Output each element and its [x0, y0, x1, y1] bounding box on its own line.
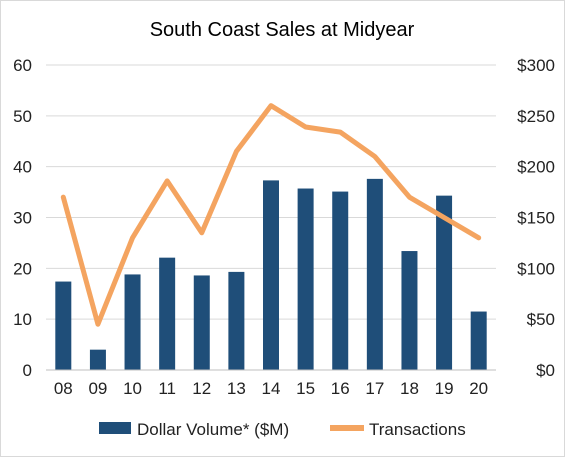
bar-10: [124, 274, 141, 370]
bar-12: [193, 275, 210, 370]
legend-swatch-dollar-volume: [99, 422, 131, 434]
bar-16: [332, 191, 349, 370]
x-tick-label: 18: [400, 379, 419, 398]
bar-18: [401, 251, 418, 370]
bar-20: [470, 311, 487, 370]
right-tick-label: $100: [517, 259, 555, 278]
bar-19: [436, 195, 453, 370]
right-axis: $0 $50 $100 $150 $200 $250 $300: [517, 56, 555, 380]
bar-17: [366, 178, 383, 370]
bar-09: [89, 349, 106, 370]
x-tick-label: 14: [262, 379, 281, 398]
bar-11: [159, 257, 176, 370]
left-tick-label: 20: [13, 259, 32, 278]
left-tick-label: 30: [13, 209, 32, 228]
right-tick-label: $250: [517, 107, 555, 126]
right-tick-label: $0: [536, 361, 555, 380]
x-tick-label: 20: [469, 379, 488, 398]
right-tick-label: $150: [517, 209, 555, 228]
bar-14: [263, 180, 279, 370]
chart-title: South Coast Sales at Midyear: [150, 19, 415, 41]
right-tick-label: $200: [517, 158, 555, 177]
x-tick-label: 12: [192, 379, 211, 398]
x-axis: 08 09 10 11 12 13 14 15 16 17 18 19 20: [54, 379, 488, 398]
x-tick-label: 11: [158, 379, 176, 398]
transactions-line: [60, 103, 482, 327]
bar-08: [55, 281, 72, 370]
x-tick-label: 08: [54, 379, 73, 398]
x-tick-label: 13: [227, 379, 246, 398]
left-tick-label: 50: [13, 107, 32, 126]
left-tick-label: 40: [13, 158, 32, 177]
right-tick-label: $50: [527, 310, 555, 329]
legend: Dollar Volume* ($M) Transactions: [99, 420, 466, 439]
x-tick-label: 09: [88, 379, 107, 398]
bar-13: [228, 271, 245, 370]
left-tick-label: 10: [13, 310, 32, 329]
left-axis: 0 10 20 30 40 50 60: [13, 56, 32, 380]
x-tick-label: 17: [365, 379, 384, 398]
bar-15: [297, 188, 314, 370]
x-tick-label: 15: [296, 379, 315, 398]
x-tick-label: 19: [435, 379, 454, 398]
left-tick-label: 60: [13, 56, 32, 75]
x-tick-label: 16: [331, 379, 350, 398]
x-tick-label: 10: [123, 379, 142, 398]
legend-label-transactions: Transactions: [369, 420, 466, 439]
right-tick-label: $300: [517, 56, 555, 75]
left-tick-label: 0: [23, 361, 32, 380]
line-series: [60, 103, 482, 327]
bar-series: [55, 178, 487, 370]
legend-label-dollar-volume: Dollar Volume* ($M): [137, 420, 289, 439]
